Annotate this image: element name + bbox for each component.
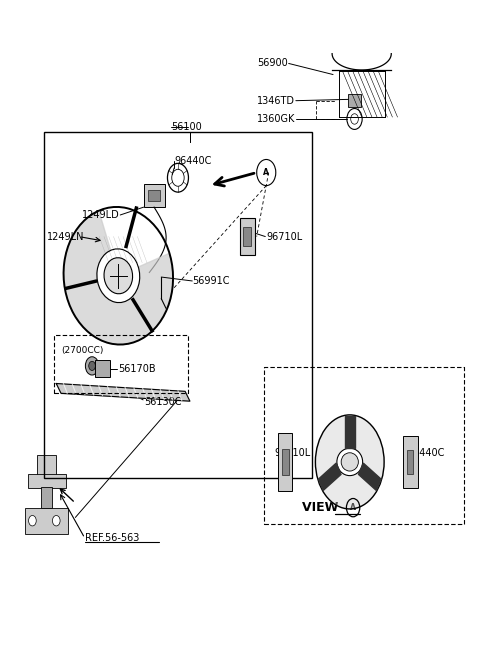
Ellipse shape xyxy=(104,258,132,294)
Bar xyxy=(240,218,255,255)
Text: 96710L: 96710L xyxy=(266,232,302,241)
Polygon shape xyxy=(318,463,341,491)
Bar xyxy=(148,190,160,201)
Text: 56130C: 56130C xyxy=(144,398,182,407)
Bar xyxy=(41,487,52,508)
Text: 1346TD: 1346TD xyxy=(257,96,295,106)
Ellipse shape xyxy=(341,453,359,471)
Circle shape xyxy=(89,361,96,371)
Text: A: A xyxy=(264,168,269,177)
Polygon shape xyxy=(315,415,384,509)
Bar xyxy=(28,474,66,488)
Bar xyxy=(348,94,361,107)
Bar xyxy=(403,436,419,488)
Polygon shape xyxy=(359,463,381,491)
Bar xyxy=(144,184,165,207)
Circle shape xyxy=(85,357,99,375)
Bar xyxy=(54,335,188,394)
Bar xyxy=(278,432,292,491)
Bar xyxy=(243,227,251,247)
Polygon shape xyxy=(56,384,190,401)
Bar xyxy=(25,508,68,534)
Bar xyxy=(96,360,110,377)
Text: 56900: 56900 xyxy=(257,58,288,68)
Text: 1249LD: 1249LD xyxy=(82,210,119,220)
Text: 1360GK: 1360GK xyxy=(256,114,295,124)
Polygon shape xyxy=(345,416,355,448)
Text: 96440C: 96440C xyxy=(174,155,212,166)
Polygon shape xyxy=(337,448,363,476)
Text: 56100: 56100 xyxy=(171,122,202,132)
Text: 1249LN: 1249LN xyxy=(47,232,84,241)
Bar xyxy=(407,450,413,474)
Text: REF.56-563: REF.56-563 xyxy=(85,533,139,543)
Circle shape xyxy=(52,516,60,526)
Circle shape xyxy=(29,516,36,526)
Bar xyxy=(282,449,289,475)
Text: 96440C: 96440C xyxy=(407,449,444,459)
Polygon shape xyxy=(63,211,173,344)
Text: A: A xyxy=(350,503,356,512)
Text: VIEW: VIEW xyxy=(302,501,343,514)
Bar xyxy=(37,455,56,475)
Bar xyxy=(264,367,464,524)
Text: 56170B: 56170B xyxy=(118,364,156,374)
Bar xyxy=(44,132,312,478)
Text: 56991C: 56991C xyxy=(192,276,230,286)
Text: 96710L: 96710L xyxy=(275,449,311,459)
Text: (2700CC): (2700CC) xyxy=(61,346,103,355)
